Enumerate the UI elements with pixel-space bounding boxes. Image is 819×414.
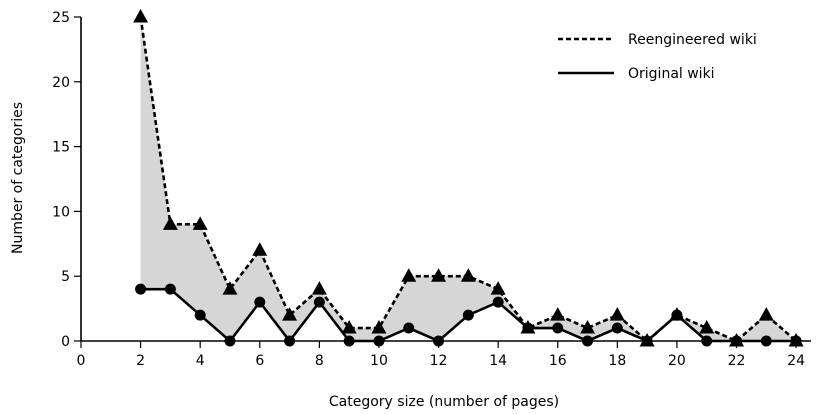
y-tick-label: 15 bbox=[52, 140, 70, 156]
reengineered-wiki-point bbox=[580, 320, 596, 334]
legend: Reengineered wiki Original wiki bbox=[558, 32, 757, 82]
x-tick-label: 0 bbox=[77, 353, 86, 369]
reengineered-wiki-point bbox=[788, 333, 804, 347]
x-tick-label: 12 bbox=[430, 353, 448, 369]
legend-label-reengineered: Reengineered wiki bbox=[628, 32, 757, 48]
reengineered-wiki-point bbox=[282, 307, 298, 321]
x-tick-label: 8 bbox=[315, 353, 324, 369]
original-wiki-point bbox=[135, 283, 147, 295]
y-axis-title: Number of categories bbox=[10, 102, 26, 254]
original-wiki-point bbox=[492, 296, 504, 308]
x-axis-ticks: 0 2 4 6 8 10 12 14 16 18 20 22 24 bbox=[77, 341, 805, 369]
reengineered-wiki-point bbox=[699, 320, 715, 334]
reengineered-wiki-point bbox=[490, 281, 506, 295]
reengineered-wiki-point bbox=[758, 307, 774, 321]
reengineered-wiki-point bbox=[669, 307, 685, 321]
original-wiki-point bbox=[194, 309, 206, 321]
x-tick-label: 16 bbox=[549, 353, 567, 369]
reengineered-wiki-point bbox=[401, 268, 417, 282]
x-tick-label: 2 bbox=[136, 353, 145, 369]
y-tick-label: 25 bbox=[52, 10, 70, 26]
reengineered-wiki-point bbox=[192, 216, 208, 230]
reengineered-wiki-point bbox=[162, 216, 178, 230]
legend-label-original: Original wiki bbox=[628, 66, 715, 82]
y-tick-label: 10 bbox=[52, 204, 70, 220]
reengineered-wiki-point bbox=[371, 320, 387, 334]
series-markers bbox=[133, 9, 804, 347]
reengineered-wiki-point bbox=[341, 320, 357, 334]
reengineered-wiki-point bbox=[222, 281, 238, 295]
original-wiki-point bbox=[313, 296, 325, 308]
original-wiki-point bbox=[611, 322, 623, 334]
y-tick-label: 5 bbox=[61, 269, 70, 285]
reengineered-wiki-point bbox=[729, 333, 745, 347]
x-tick-label: 24 bbox=[787, 353, 805, 369]
x-tick-label: 6 bbox=[255, 353, 264, 369]
y-axis-ticks: 0 5 10 15 20 25 bbox=[52, 10, 81, 350]
original-wiki-point bbox=[164, 283, 176, 295]
reengineered-wiki-point bbox=[460, 268, 476, 282]
y-tick-label: 0 bbox=[61, 334, 70, 350]
reengineered-wiki-point bbox=[311, 281, 327, 295]
reengineered-wiki-point bbox=[639, 333, 655, 347]
x-tick-label: 14 bbox=[489, 353, 507, 369]
original-wiki-point bbox=[552, 322, 564, 334]
x-tick-label: 4 bbox=[196, 353, 205, 369]
original-wiki-point bbox=[462, 309, 474, 321]
x-tick-label: 22 bbox=[728, 353, 746, 369]
reengineered-wiki-point bbox=[609, 307, 625, 321]
reengineered-wiki-point bbox=[550, 307, 566, 321]
original-wiki-point bbox=[403, 322, 415, 334]
x-tick-label: 18 bbox=[608, 353, 626, 369]
reengineered-wiki-point bbox=[252, 242, 268, 256]
x-tick-label: 10 bbox=[370, 353, 388, 369]
x-tick-label: 20 bbox=[668, 353, 686, 369]
reengineered-wiki-point bbox=[520, 320, 536, 334]
x-axis-title: Category size (number of pages) bbox=[329, 394, 559, 410]
y-tick-label: 20 bbox=[52, 75, 70, 91]
original-wiki-point bbox=[254, 296, 266, 308]
reengineered-wiki-point bbox=[431, 268, 447, 282]
reengineered-wiki-point bbox=[133, 9, 149, 23]
